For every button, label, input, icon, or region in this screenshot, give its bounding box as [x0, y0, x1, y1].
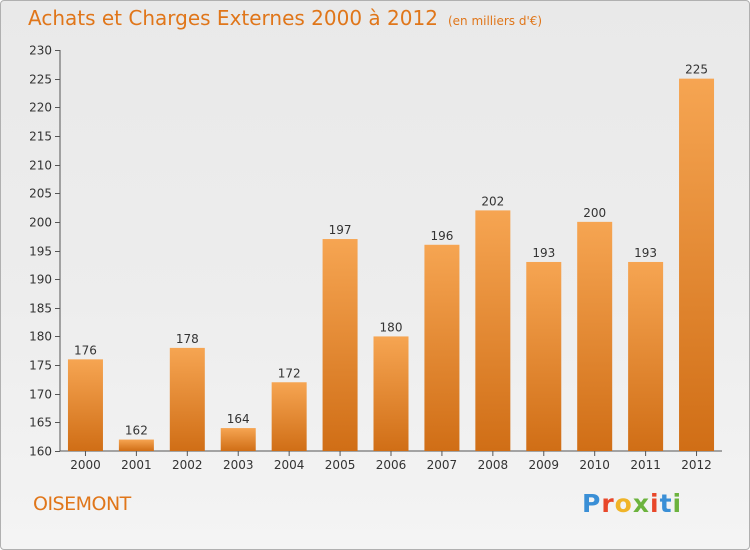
- y-tick-label: 165: [29, 416, 52, 430]
- bar-2001: [118, 439, 154, 451]
- logo-letter: i: [650, 489, 660, 518]
- y-tick-label: 210: [29, 159, 52, 173]
- title-text: Achats et Charges Externes 2000 à 2012: [28, 6, 438, 30]
- logo-letter: o: [614, 489, 633, 518]
- bar-2002: [169, 347, 205, 451]
- logo-letter: P: [582, 489, 602, 518]
- location-label: OISEMONT: [33, 493, 131, 515]
- bar-2004: [271, 382, 307, 451]
- x-tick-label: 2001: [121, 458, 152, 472]
- x-tick-label: 2005: [325, 458, 356, 472]
- data-label: 200: [583, 206, 606, 220]
- y-tick-label: 215: [29, 130, 52, 144]
- logo-letter: t: [659, 489, 673, 518]
- x-tick-label: 2003: [223, 458, 254, 472]
- bar-2012: [679, 78, 715, 452]
- y-tick-label: 220: [29, 101, 52, 115]
- y-tick-label: 195: [29, 245, 52, 259]
- data-label: 180: [380, 320, 403, 334]
- y-tick-label: 205: [29, 187, 52, 201]
- data-label: 162: [125, 424, 148, 438]
- data-label: 164: [227, 412, 250, 426]
- y-tick-label: 185: [29, 302, 52, 316]
- bar-2005: [322, 239, 358, 451]
- y-tick-label: 200: [29, 216, 52, 230]
- labels: 176 2000 162 2001 178 2002 164 2003 172 2004 197 20…: [70, 63, 712, 472]
- data-label: 197: [329, 223, 352, 237]
- x-tick-label: 2012: [681, 458, 712, 472]
- data-label: 193: [634, 246, 657, 260]
- bar-2003: [220, 428, 256, 451]
- bar-2000: [67, 359, 103, 451]
- x-tick-label: 2000: [70, 458, 101, 472]
- logo-letter: i: [672, 489, 683, 518]
- data-label: 202: [481, 194, 504, 208]
- data-label: 193: [532, 246, 555, 260]
- y-tick-label: 175: [29, 359, 52, 373]
- bar-2009: [526, 261, 562, 451]
- proxiti-logo: Proxiti: [582, 489, 682, 518]
- y-tick-label: 230: [29, 44, 52, 58]
- y-tick-label: 190: [29, 273, 52, 287]
- bar-2006: [373, 336, 409, 451]
- chart-title: Achats et Charges Externes 2000 à 2012 (e…: [28, 6, 542, 30]
- bars: [67, 78, 715, 452]
- y-tick-label: 225: [29, 73, 52, 87]
- data-label: 176: [74, 343, 97, 357]
- x-tick-label: 2009: [528, 458, 559, 472]
- bar-2010: [577, 221, 613, 451]
- x-tick-label: 2008: [478, 458, 509, 472]
- data-label: 178: [176, 332, 199, 346]
- x-tick-label: 2006: [376, 458, 407, 472]
- y-tick-label: 160: [29, 445, 52, 459]
- data-label: 225: [685, 63, 708, 77]
- x-tick-label: 2004: [274, 458, 305, 472]
- bar-2008: [475, 210, 511, 451]
- x-tick-label: 2011: [630, 458, 661, 472]
- data-label: 172: [278, 366, 301, 380]
- x-tick-label: 2007: [427, 458, 458, 472]
- x-tick-label: 2010: [579, 458, 610, 472]
- y-tick-label: 170: [29, 388, 52, 402]
- bar-2007: [424, 244, 460, 451]
- logo-letter: x: [632, 489, 650, 518]
- data-label: 196: [430, 229, 453, 243]
- x-tick-label: 2002: [172, 458, 203, 472]
- logo-letter: r: [601, 489, 615, 518]
- unit-subtitle: (en milliers d'€): [447, 14, 543, 28]
- y-tick-label: 180: [29, 330, 52, 344]
- bar-2011: [628, 261, 664, 451]
